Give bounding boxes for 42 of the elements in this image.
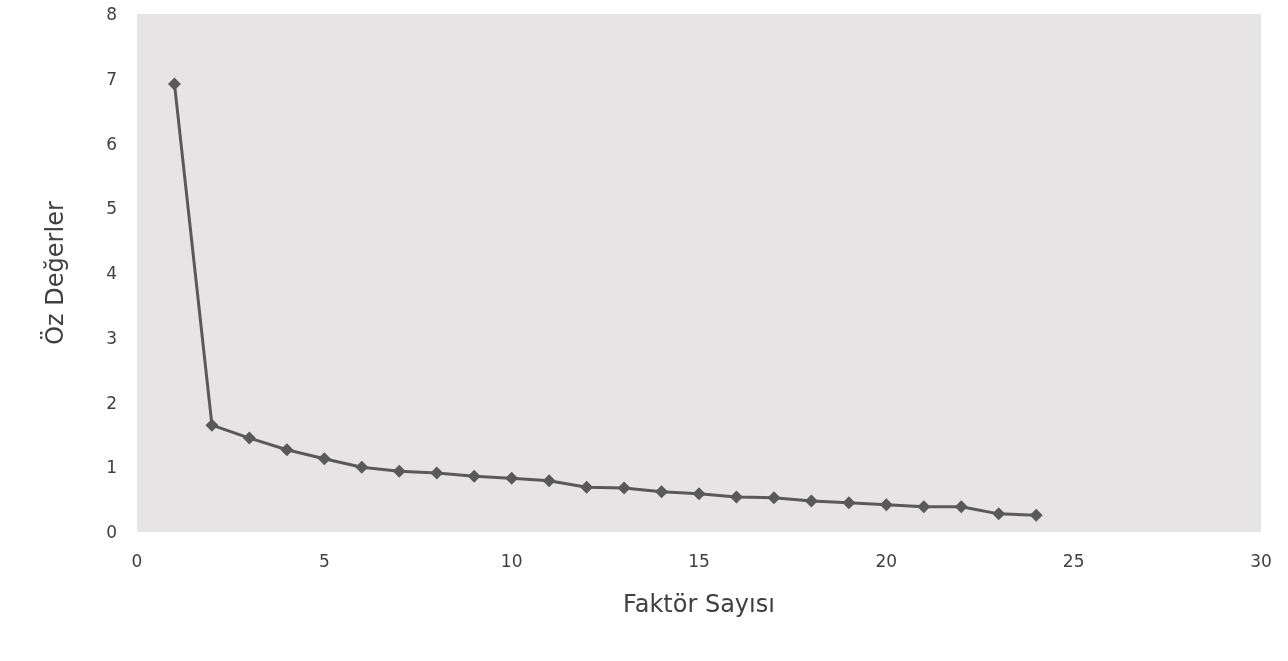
x-tick-label: 30 xyxy=(1250,550,1272,571)
x-tick-label: 25 xyxy=(1062,550,1085,571)
point xyxy=(804,494,818,508)
y-tick-label: 4 xyxy=(106,263,117,283)
y-tick-label: 5 xyxy=(106,198,117,219)
point xyxy=(879,498,893,512)
point xyxy=(617,481,631,495)
point xyxy=(392,464,406,478)
x-tick-label: 20 xyxy=(875,550,898,571)
point xyxy=(655,485,669,499)
y-tick-label: 2 xyxy=(106,392,117,413)
point xyxy=(767,491,781,505)
point xyxy=(467,469,481,483)
x-tick-label: 10 xyxy=(500,550,523,571)
point xyxy=(580,480,594,494)
point xyxy=(167,77,181,91)
point xyxy=(1029,508,1043,522)
y-tick-label: 0 xyxy=(106,522,117,542)
point xyxy=(954,500,968,514)
point xyxy=(505,471,519,485)
y-tick-label: 1 xyxy=(106,457,117,478)
point xyxy=(205,418,219,432)
point xyxy=(917,500,931,514)
x-tick-label: 0 xyxy=(131,550,143,571)
point xyxy=(542,474,556,488)
y-tick-label: 8 xyxy=(106,4,117,24)
point xyxy=(692,487,706,501)
point xyxy=(280,443,294,457)
point xyxy=(430,466,444,480)
x-tick-label: 15 xyxy=(688,550,710,571)
y-tick-label: 6 xyxy=(106,133,117,154)
point xyxy=(729,490,743,504)
point xyxy=(242,431,256,445)
y-axis-title: Öz Değerler xyxy=(40,201,69,345)
x-tick-label: 5 xyxy=(318,550,330,571)
point xyxy=(317,452,331,466)
x-axis-title: Faktör Sayısı xyxy=(623,590,775,618)
point xyxy=(355,460,369,474)
y-tick-label: 7 xyxy=(106,68,117,89)
point xyxy=(842,496,856,510)
point xyxy=(992,507,1006,521)
y-tick-label: 3 xyxy=(106,327,117,348)
